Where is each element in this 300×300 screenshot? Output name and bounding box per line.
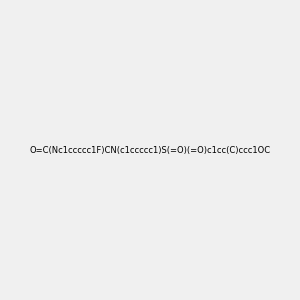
- Text: O=C(Nc1ccccc1F)CN(c1ccccc1)S(=O)(=O)c1cc(C)ccc1OC: O=C(Nc1ccccc1F)CN(c1ccccc1)S(=O)(=O)c1cc…: [29, 146, 271, 154]
